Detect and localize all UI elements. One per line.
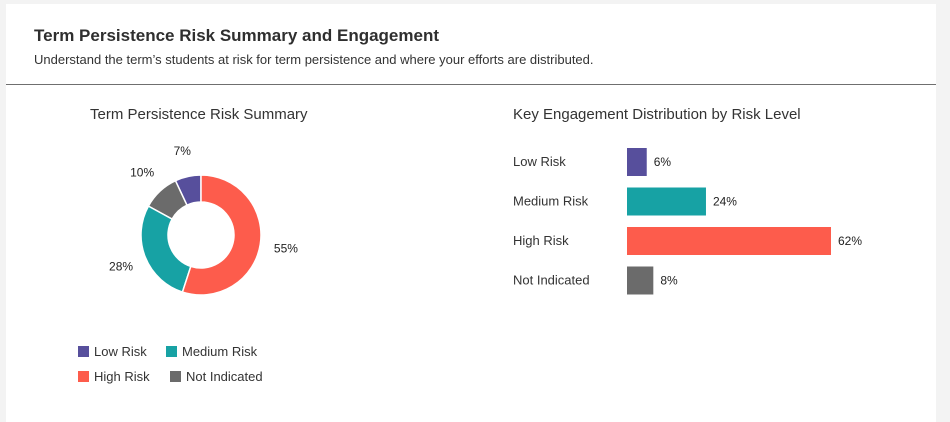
bar-medium-risk[interactable] [627,187,706,216]
legend-item-not-indicated[interactable]: Not Indicated [170,369,263,384]
legend-label-medium-risk: Medium Risk [182,344,258,359]
legend-label-high-risk: High Risk [94,369,150,384]
bar-value-high-risk: 62% [838,234,862,248]
legend-label-low-risk: Low Risk [94,344,147,359]
bar-value-low-risk: 6% [654,155,672,169]
bar-chart: Low Risk 6% Medium Risk 24% High Risk 62% Not … [513,148,862,295]
legend-label-not-indicated: Not Indicated [186,369,263,384]
bar-high-risk[interactable] [627,227,831,255]
legend-swatch-not-indicated [170,371,181,382]
donut-label-medium-risk: 28% [109,260,133,274]
donut-chart-title: Term Persistence Risk Summary [90,106,308,123]
legend-item-low-risk[interactable]: Low Risk [78,344,147,359]
header-divider [6,84,936,85]
legend-item-high-risk[interactable]: High Risk [78,369,150,384]
card-header: Term Persistence Risk Summary and Engage… [34,26,916,67]
bar-not-indicated[interactable] [627,266,654,295]
bar-category-not-indicated: Not Indicated [513,273,590,288]
donut-label-low-risk: 7% [174,144,192,158]
donut-label-not-indicated: 10% [130,165,154,179]
bar-low-risk[interactable] [627,148,647,176]
bar-value-medium-risk: 24% [713,195,737,209]
donut-chart: 7% 10% 28% 55% [109,144,298,296]
bar-category-medium-risk: Medium Risk [513,194,589,209]
bar-value-not-indicated: 8% [660,274,678,288]
bar-chart-title: Key Engagement Distribution by Risk Leve… [513,106,801,123]
donut-label-high-risk: 55% [274,241,298,255]
bar-category-high-risk: High Risk [513,233,569,248]
legend-swatch-medium-risk [166,346,177,357]
summary-card: Term Persistence Risk Summary and Engage… [6,4,936,422]
legend-swatch-high-risk [78,371,89,382]
legend-item-medium-risk[interactable]: Medium Risk [166,344,257,359]
bar-category-low-risk: Low Risk [513,154,566,169]
donut-slice-high-risk[interactable] [181,174,262,296]
donut-slice-medium-risk[interactable] [140,205,192,294]
card-title: Term Persistence Risk Summary and Engage… [34,26,440,45]
legend-swatch-low-risk [78,346,89,357]
card-subtitle: Understand the term’s students at risk f… [34,52,594,67]
